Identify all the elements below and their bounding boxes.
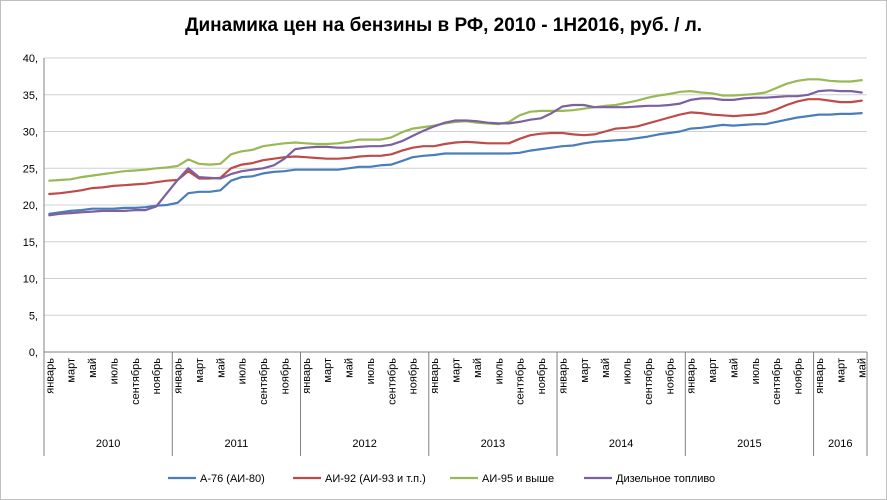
x-tick-label: сентябрь <box>386 358 398 405</box>
x-tick-label: март <box>835 358 847 383</box>
x-tick-label: май <box>344 358 356 378</box>
x-tick-label: июль <box>750 358 762 385</box>
x-tick-label: май <box>215 358 227 378</box>
y-tick-label: 20, <box>23 200 38 212</box>
y-tick-label: 5, <box>29 310 38 322</box>
x-tick-label: июль <box>108 358 120 385</box>
year-label: 2013 <box>481 438 505 450</box>
year-label: 2011 <box>225 438 249 450</box>
x-tick-label: июль <box>365 358 377 385</box>
y-tick-label: 25, <box>23 163 38 175</box>
year-label: 2015 <box>737 438 761 450</box>
x-tick-label: январь <box>429 358 441 394</box>
x-tick-label: март <box>707 358 719 383</box>
x-tick-label: март <box>322 358 334 383</box>
x-tick-label: январь <box>44 358 56 394</box>
year-label: 2010 <box>96 438 120 450</box>
series-line-2 <box>48 98 863 196</box>
x-tick-label: ноябрь <box>793 358 805 395</box>
x-tick-label: январь <box>814 358 826 394</box>
x-tick-label: ноябрь <box>279 358 291 395</box>
x-tick-label: июль <box>622 358 634 385</box>
y-tick-label: 0, <box>29 347 38 359</box>
x-tick-label: март <box>66 358 78 383</box>
series-line-1 <box>48 111 863 215</box>
x-tick-label: январь <box>686 358 698 394</box>
series-line-3 <box>48 78 863 182</box>
x-tick-label: май <box>600 358 612 378</box>
x-tick-label: март <box>194 358 206 383</box>
chart-title: Динамика цен на бензины в РФ, 2010 - 1Н2… <box>184 15 703 36</box>
x-tick-label: сентябрь <box>515 358 527 405</box>
x-tick-label: май <box>857 358 869 378</box>
series-line-4 <box>48 89 863 217</box>
x-tick-label: сентябрь <box>258 358 270 405</box>
x-tick-label: сентябрь <box>130 358 142 405</box>
x-tick-label: март <box>579 358 591 383</box>
x-tick-label: сентябрь <box>771 358 783 405</box>
x-tick-label: май <box>472 358 484 378</box>
x-tick-label: январь <box>173 358 185 394</box>
x-tick-label: ноябрь <box>151 358 163 395</box>
x-tick-label: сентябрь <box>643 358 655 405</box>
y-tick-label: 40, <box>23 53 38 65</box>
x-tick-label: ноябрь <box>408 358 420 395</box>
x-tick-label: ноябрь <box>664 358 676 395</box>
x-tick-label: июль <box>237 358 249 385</box>
x-tick-label: март <box>451 358 463 383</box>
y-tick-label: 30, <box>23 127 38 139</box>
x-tick-label: май <box>728 358 740 378</box>
year-label: 2012 <box>352 438 376 450</box>
year-label: 2014 <box>609 438 633 450</box>
legend-label: АИ-92 (АИ-93 и т.п.) <box>325 473 426 485</box>
legend-label: АИ-95 и выше <box>482 473 554 485</box>
x-tick-label: май <box>87 358 99 378</box>
y-tick-label: 35, <box>23 90 38 102</box>
legend-label: А-76 (АИ-80) <box>200 473 265 485</box>
year-label: 2016 <box>828 438 852 450</box>
x-tick-label: июль <box>493 358 505 385</box>
legend-label: Дизельное топливо <box>616 473 715 485</box>
y-tick-label: 10, <box>23 274 38 286</box>
x-tick-label: январь <box>557 358 569 394</box>
y-tick-label: 15, <box>23 237 38 249</box>
x-tick-label: ноябрь <box>536 358 548 395</box>
x-tick-label: январь <box>301 358 313 394</box>
